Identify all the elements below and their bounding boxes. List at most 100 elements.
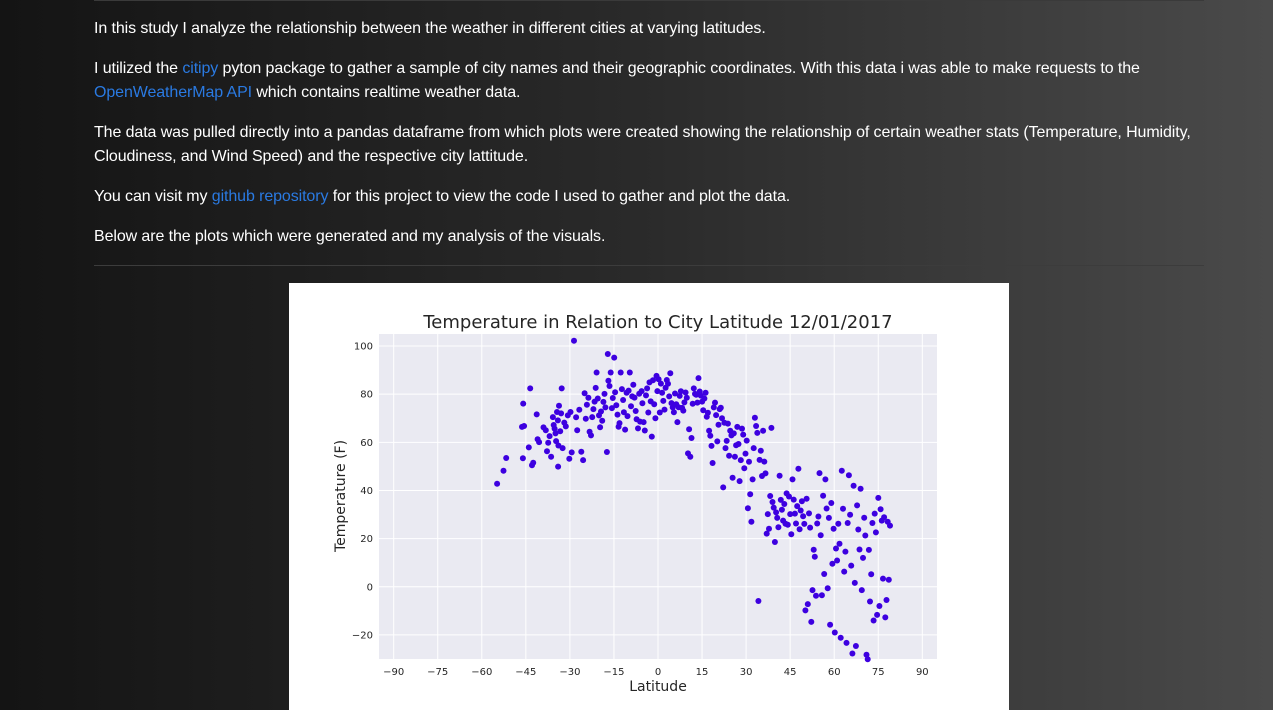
data-point <box>644 385 651 392</box>
data-point <box>810 546 817 553</box>
data-point <box>624 413 631 420</box>
data-point <box>600 398 607 405</box>
data-point <box>746 458 752 465</box>
data-point <box>666 393 673 400</box>
data-point <box>628 403 634 410</box>
data-point <box>877 506 884 513</box>
x-tick-label: −60 <box>471 667 492 678</box>
data-point <box>743 437 750 444</box>
data-point <box>789 476 796 483</box>
data-point <box>676 392 683 399</box>
data-point <box>763 530 770 537</box>
data-point <box>766 525 772 532</box>
data-point <box>640 419 647 426</box>
data-point <box>706 427 713 434</box>
data-point <box>581 390 588 397</box>
data-point <box>740 431 747 438</box>
intro-paragraph-2-text-b: pyton package to gather a sample of city… <box>218 60 1140 77</box>
data-point <box>573 414 580 421</box>
data-point <box>576 406 583 413</box>
data-point <box>883 597 890 603</box>
data-point <box>723 437 730 444</box>
x-tick-label: 45 <box>784 667 797 678</box>
data-point <box>874 611 881 618</box>
data-point <box>842 548 849 555</box>
data-point <box>713 412 720 419</box>
data-point <box>739 425 745 432</box>
data-point <box>533 411 540 418</box>
data-point <box>749 476 756 483</box>
data-point <box>820 492 827 499</box>
data-point <box>536 439 543 446</box>
y-tick-label: −20 <box>352 630 373 641</box>
data-point <box>681 399 688 406</box>
data-point <box>602 404 609 411</box>
data-point <box>722 445 729 452</box>
data-point <box>761 458 768 465</box>
data-point <box>881 514 888 521</box>
data-point <box>605 377 612 384</box>
data-point <box>720 484 727 491</box>
data-point <box>801 520 808 527</box>
data-point <box>788 531 795 538</box>
section-divider <box>94 265 1204 266</box>
data-point <box>734 423 741 430</box>
data-point <box>796 526 803 533</box>
data-point <box>593 369 600 376</box>
data-point <box>822 476 829 483</box>
github-repository-link[interactable]: github repository <box>211 188 329 205</box>
data-point <box>567 409 574 415</box>
data-point <box>849 650 856 657</box>
data-point <box>756 456 763 463</box>
data-point <box>590 406 597 413</box>
y-tick-label: 0 <box>367 582 373 593</box>
data-point <box>848 562 855 569</box>
data-point <box>687 453 694 460</box>
data-point <box>562 423 569 430</box>
data-point <box>578 448 585 455</box>
x-tick-label: 75 <box>872 667 885 678</box>
citipy-link[interactable]: citipy <box>182 60 219 77</box>
data-point <box>737 457 744 464</box>
top-rule <box>94 0 1204 1</box>
data-points <box>494 337 893 663</box>
data-point <box>824 585 831 592</box>
data-point <box>814 520 821 527</box>
data-point <box>680 407 687 414</box>
data-point <box>851 579 858 586</box>
openweathermap-api-link[interactable]: OpenWeatherMap API <box>94 84 252 101</box>
data-point <box>764 511 771 518</box>
data-point <box>635 425 641 432</box>
intro-paragraph-2-text-c: which contains realtime weather data. <box>252 84 521 101</box>
data-point <box>861 514 868 521</box>
data-point <box>604 351 611 357</box>
x-tick-label: −75 <box>427 667 448 678</box>
data-point <box>694 399 701 406</box>
data-point <box>527 385 534 392</box>
data-point <box>549 414 556 421</box>
data-point <box>762 470 769 477</box>
intro-paragraph-1-text: In this study I analyze the relationship… <box>94 20 766 37</box>
data-point <box>774 514 781 521</box>
data-point <box>503 455 510 461</box>
data-point <box>833 545 839 552</box>
data-point <box>806 510 812 517</box>
data-point <box>608 405 615 412</box>
data-point <box>760 427 767 434</box>
data-point <box>657 380 664 387</box>
intro-paragraph-5: Below are the plots which were generated… <box>94 225 1194 249</box>
y-axis-label: Temperature (F) <box>333 440 349 553</box>
data-point <box>618 386 625 393</box>
data-point <box>787 511 794 518</box>
data-point <box>863 651 870 658</box>
data-point <box>683 394 690 401</box>
temperature-scatter-figure: Temperature in Relation to City Latitude… <box>289 283 1009 710</box>
data-point <box>852 643 859 649</box>
data-point <box>665 380 671 387</box>
data-point <box>588 432 594 439</box>
data-point <box>661 406 668 413</box>
data-point <box>744 505 751 512</box>
data-point <box>778 506 785 513</box>
y-axis-ticks: −20 0 20 40 60 80 100 <box>352 342 373 642</box>
data-point <box>672 390 678 397</box>
